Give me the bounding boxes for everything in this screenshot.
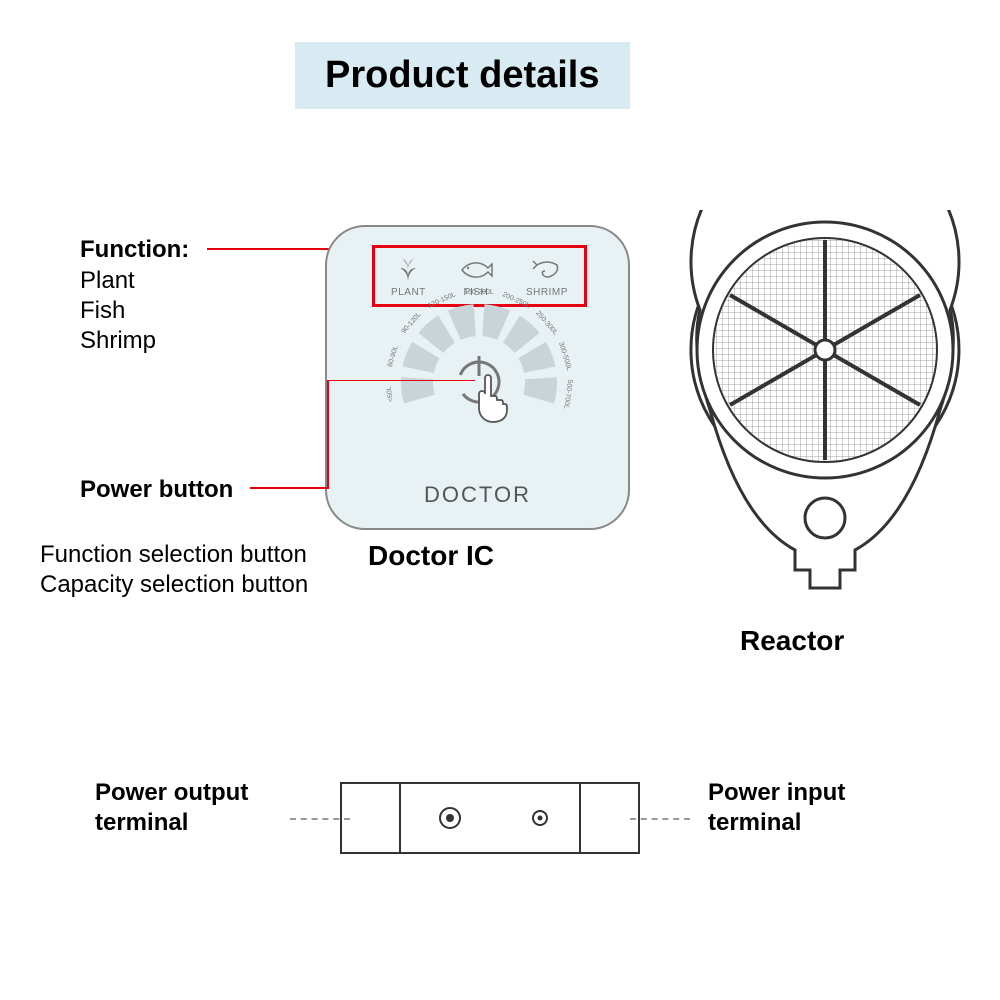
reactor-device bbox=[680, 210, 970, 620]
sub-label-2: Capacity selection button bbox=[40, 570, 308, 600]
power-button-label: Power button bbox=[80, 475, 233, 505]
function-item-plant: Plant bbox=[80, 266, 135, 296]
svg-text:300-500L: 300-500L bbox=[557, 341, 572, 371]
power-output-label: Power output terminal bbox=[95, 778, 248, 838]
page-title: Product details bbox=[325, 54, 600, 96]
sub-label-1: Function selection button bbox=[40, 540, 307, 570]
plant-icon bbox=[394, 255, 422, 285]
dash-right bbox=[630, 818, 690, 820]
shrimp-icon bbox=[531, 255, 563, 285]
function-heading: Function: bbox=[80, 235, 189, 265]
power-input-label: Power input terminal bbox=[708, 778, 845, 838]
function-item-fish: Fish bbox=[80, 296, 125, 326]
svg-text:200-250L: 200-250L bbox=[501, 291, 531, 310]
svg-text:500-700L: 500-700L bbox=[562, 379, 573, 409]
title-box: Product details bbox=[295, 42, 630, 109]
svg-text:60-90L: 60-90L bbox=[387, 345, 400, 368]
pointer-power bbox=[250, 380, 480, 490]
fish-icon bbox=[458, 255, 494, 285]
svg-text:90-120L: 90-120L bbox=[400, 311, 422, 335]
svg-text:120-150L: 120-150L bbox=[427, 291, 457, 310]
svg-text:150-200L: 150-200L bbox=[464, 289, 494, 296]
terminal-block bbox=[340, 782, 640, 854]
reactor-label: Reactor bbox=[740, 625, 844, 657]
dash-left bbox=[290, 818, 350, 820]
doctor-ic-label: Doctor IC bbox=[368, 540, 494, 572]
function-item-shrimp: Shrimp bbox=[80, 326, 156, 356]
hand-pointer-icon bbox=[479, 375, 507, 422]
